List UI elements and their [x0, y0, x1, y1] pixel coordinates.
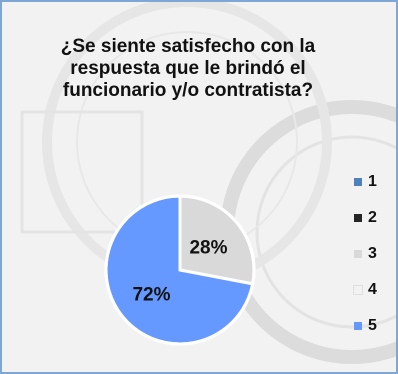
legend-label-3: 3 [368, 245, 377, 262]
legend-swatch-5 [354, 322, 362, 330]
slice-label-5: 72% [132, 285, 170, 306]
legend-swatch-4 [353, 285, 363, 295]
legend-label-2: 2 [368, 209, 377, 226]
legend-swatch-3 [354, 250, 362, 258]
chart-title: ¿Se siente satisfecho con la respuesta q… [60, 36, 316, 101]
legend-label-4: 4 [368, 281, 377, 298]
pie-outline [104, 194, 256, 346]
legend-label-5: 5 [368, 317, 377, 334]
legend-swatch-2 [354, 214, 362, 222]
legend-label-1: 1 [368, 173, 377, 190]
slice-label-3: 28% [189, 237, 227, 258]
legend-item-3: 3 [354, 244, 377, 264]
legend-item-4: 4 [353, 280, 377, 300]
legend-item-1: 1 [354, 172, 377, 192]
legend-item-5: 5 [354, 316, 377, 336]
pie-chart: 28% 72% [104, 194, 256, 346]
legend-swatch-1 [354, 178, 362, 186]
legend-item-2: 2 [354, 208, 377, 228]
